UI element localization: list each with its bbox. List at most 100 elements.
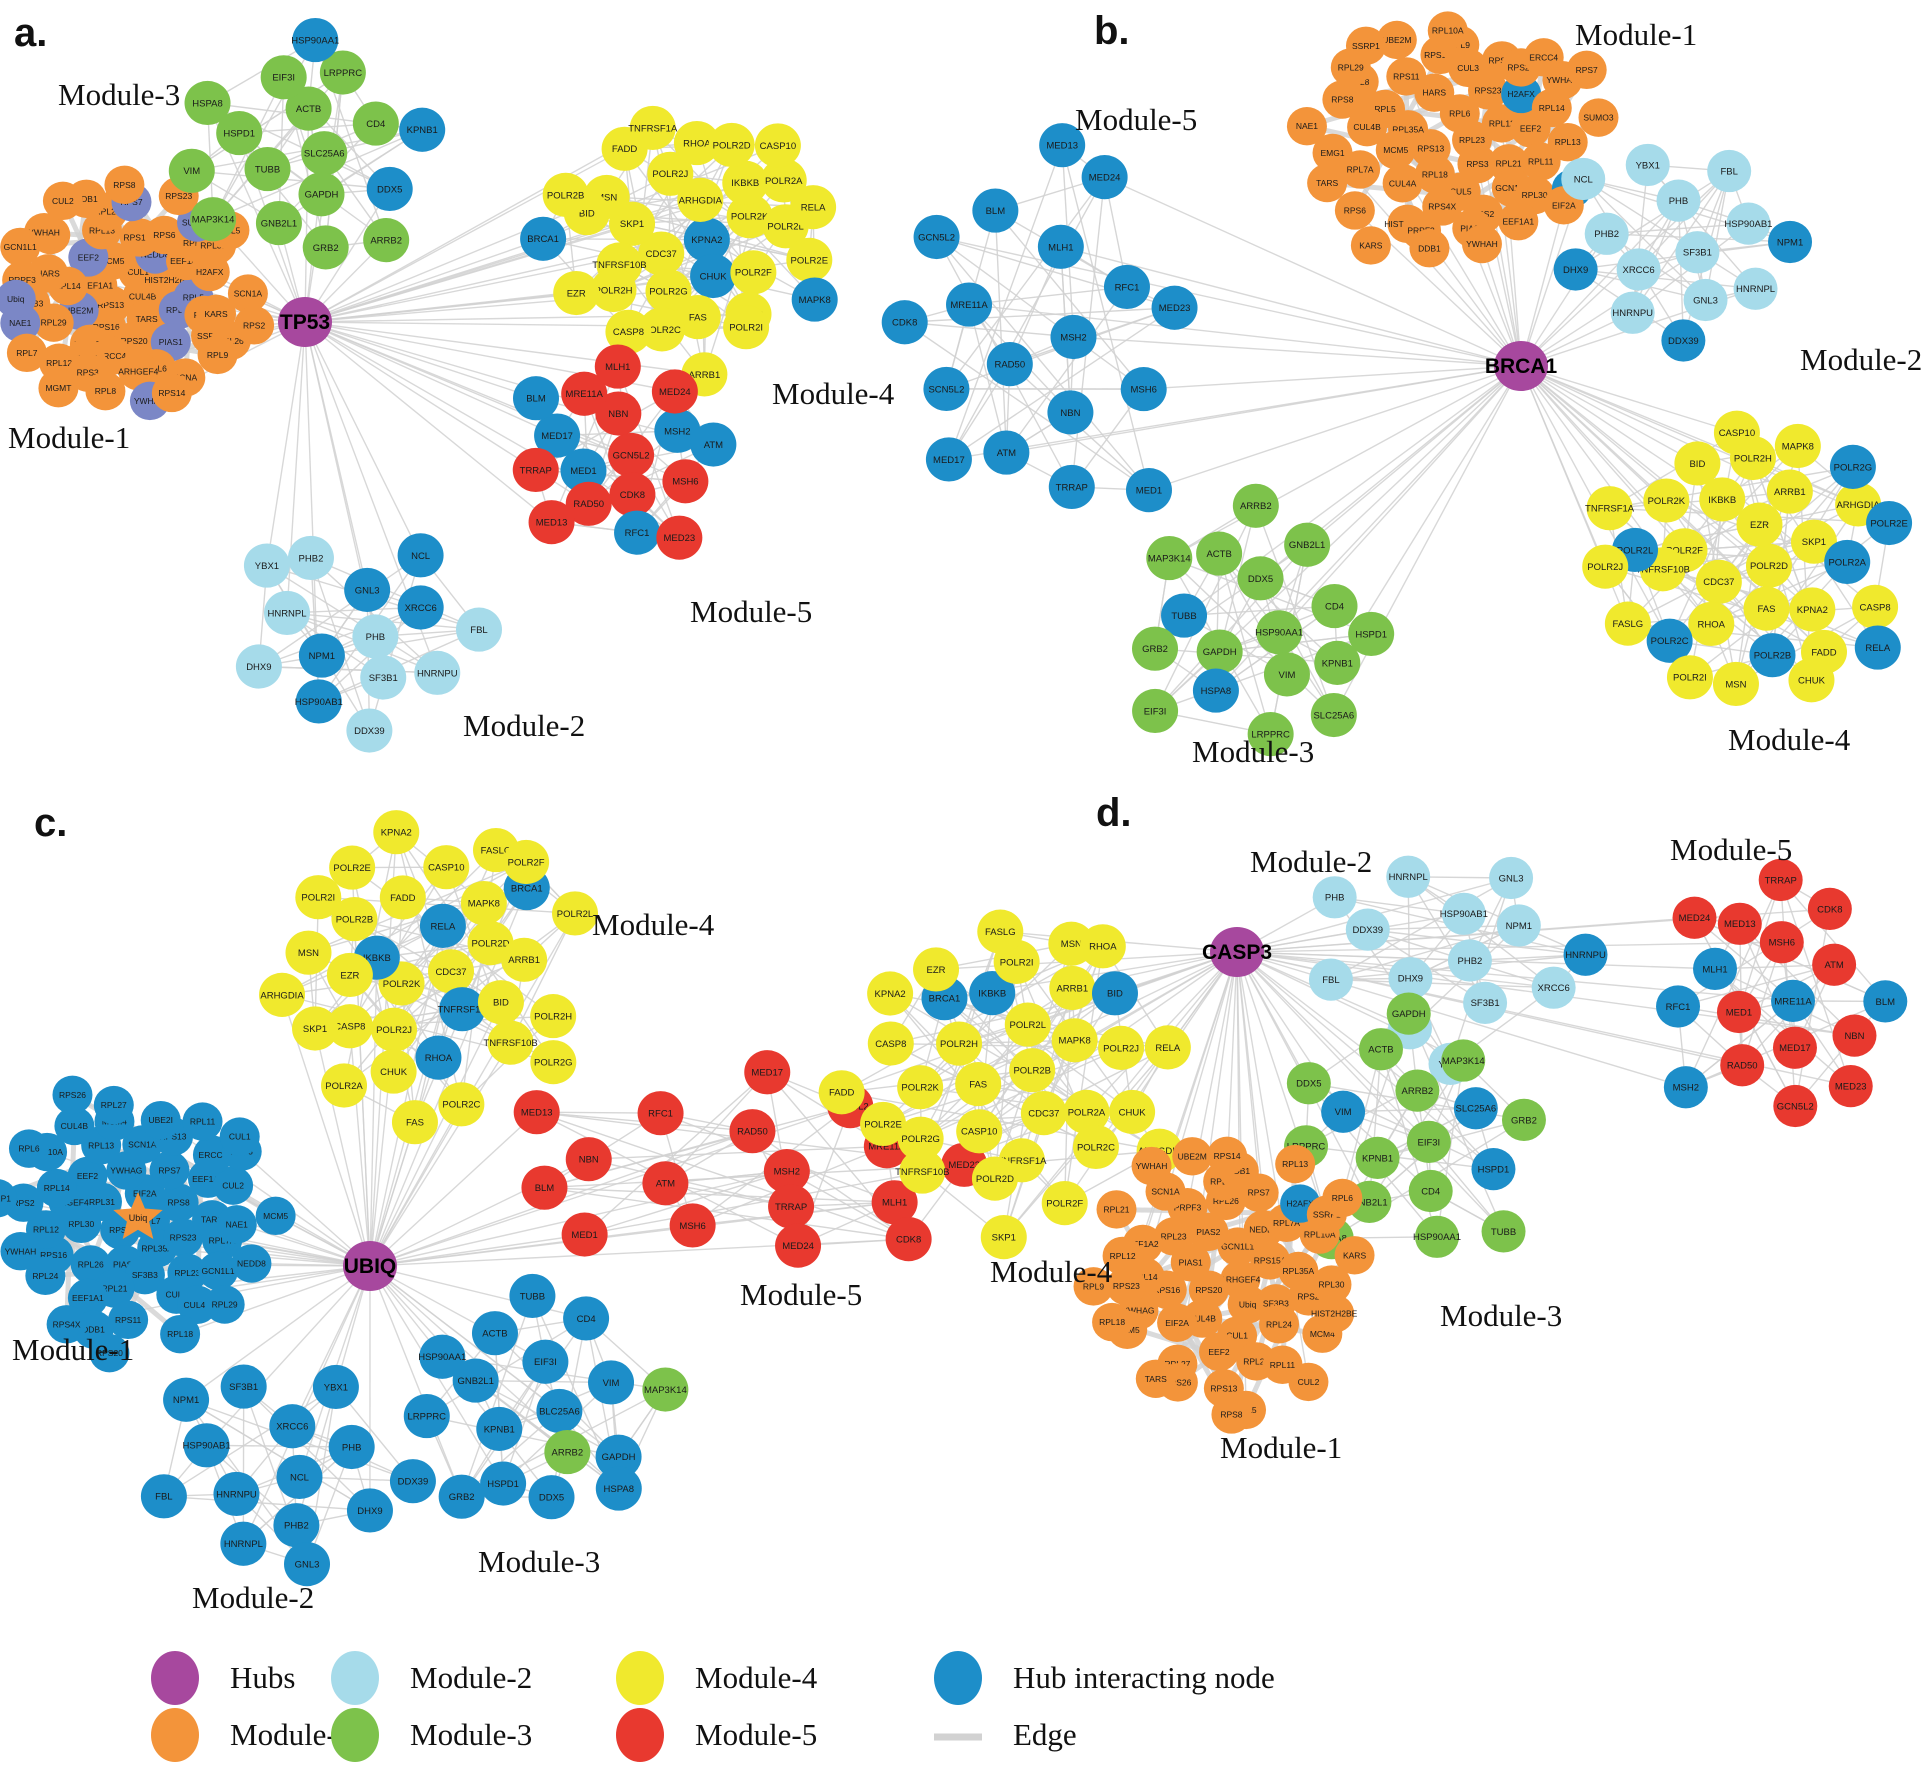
node-c-hnrnpu[interactable]: HNRNPU xyxy=(213,1471,260,1517)
node-d-rfc1[interactable]: RFC1 xyxy=(1656,985,1701,1028)
node-a-xrcc6[interactable]: XRCC6 xyxy=(397,585,444,630)
node-b-ercc4[interactable]: ERCC4 xyxy=(1523,38,1564,77)
node-c-rps11[interactable]: RPS11 xyxy=(108,1300,149,1340)
node-b-gcn5l2[interactable]: GCN5L2 xyxy=(913,214,960,260)
node-a-polr2f[interactable]: POLR2F xyxy=(730,250,777,295)
node-d-kpnb1[interactable]: KPNB1 xyxy=(1355,1136,1400,1179)
node-b-vim[interactable]: VIM xyxy=(1263,652,1310,697)
node-a-polr2i[interactable]: POLR2I xyxy=(723,305,770,350)
node-b-cul4a[interactable]: CUL4A xyxy=(1382,164,1423,203)
node-b-msh6[interactable]: MSH6 xyxy=(1120,367,1167,412)
node-d-ywhah[interactable]: YWHAH xyxy=(1131,1146,1172,1186)
node-a-hnrnpl[interactable]: HNRNPL xyxy=(264,590,311,636)
node-b-mapk8[interactable]: MAPK8 xyxy=(1774,423,1821,469)
node-a-vim[interactable]: VIM xyxy=(168,148,215,193)
node-c-arrb1[interactable]: ARRB1 xyxy=(501,937,548,982)
node-a-hnrnpu[interactable]: HNRNPU xyxy=(414,650,461,695)
node-c-blc25a6[interactable]: BLC25A6 xyxy=(536,1388,583,1434)
node-a-med24[interactable]: MED24 xyxy=(651,369,698,414)
node-c-fadd[interactable]: FADD xyxy=(379,875,426,920)
node-c-nedd8[interactable]: NEDD8 xyxy=(231,1244,272,1283)
node-d-rhoa[interactable]: RHOA xyxy=(1079,924,1126,969)
node-b-rps11[interactable]: RPS11 xyxy=(1386,57,1427,96)
node-d-mapk8[interactable]: MAPK8 xyxy=(1051,1018,1098,1063)
node-d-kpna2[interactable]: KPNA2 xyxy=(867,971,914,1016)
node-a-grb2[interactable]: GRB2 xyxy=(302,225,349,270)
node-a-ddx39[interactable]: DDX39 xyxy=(346,708,393,753)
node-b-phb2[interactable]: PHB2 xyxy=(1584,212,1629,255)
node-c-rpl29[interactable]: RPL29 xyxy=(204,1285,245,1324)
node-b-mlh1[interactable]: MLH1 xyxy=(1037,224,1084,269)
node-c-rpl11[interactable]: RPL11 xyxy=(182,1102,223,1141)
node-d-rpl9[interactable]: RPL9 xyxy=(1073,1267,1114,1306)
node-c-hnrnpl[interactable]: HNRNPL xyxy=(220,1521,267,1566)
node-d-vim[interactable]: VIM xyxy=(1321,1090,1366,1133)
node-d-xrcc6[interactable]: XRCC6 xyxy=(1531,966,1576,1009)
node-d-med17[interactable]: MED17 xyxy=(1772,1026,1817,1069)
node-d-med1[interactable]: MED1 xyxy=(1716,990,1761,1034)
node-a-rela[interactable]: RELA xyxy=(790,185,837,230)
node-c-rela[interactable]: RELA xyxy=(419,903,466,948)
node-b-ddx39[interactable]: DDX39 xyxy=(1661,319,1706,362)
node-c-rpl6[interactable]: RPL6 xyxy=(8,1129,49,1168)
node-a-blm[interactable]: BLM xyxy=(512,376,559,421)
node-c-polr2l[interactable]: POLR2L xyxy=(552,891,599,936)
node-d-polr2j[interactable]: POLR2J xyxy=(1098,1025,1145,1070)
node-b-casp10[interactable]: CASP10 xyxy=(1713,410,1760,455)
node-a-gnb2l1[interactable]: GNB2L1 xyxy=(255,200,302,246)
node-a-rpl8[interactable]: RPL8 xyxy=(85,371,126,411)
node-b-bid[interactable]: BID xyxy=(1674,441,1721,486)
node-b-ddb1[interactable]: DDB1 xyxy=(1409,229,1450,268)
node-c-cdc37[interactable]: CDC37 xyxy=(428,949,475,994)
node-d-rela[interactable]: RELA xyxy=(1144,1025,1191,1070)
node-c-dhx9[interactable]: DHX9 xyxy=(346,1488,393,1533)
node-c-kpnb1[interactable]: KPNB1 xyxy=(476,1406,523,1451)
node-b-gnl3[interactable]: GNL3 xyxy=(1683,278,1728,322)
node-b-atm[interactable]: ATM xyxy=(983,430,1030,475)
node-d-phb[interactable]: PHB xyxy=(1312,876,1357,919)
node-d-polr2h[interactable]: POLR2H xyxy=(936,1021,983,1066)
node-b-cdk8[interactable]: CDK8 xyxy=(881,300,928,345)
node-c-rpl27[interactable]: RPL27 xyxy=(93,1085,134,1125)
node-c-rhoa[interactable]: RHOA xyxy=(415,1035,462,1080)
node-b-med13[interactable]: MED13 xyxy=(1039,123,1086,168)
node-c-npm1[interactable]: NPM1 xyxy=(163,1377,210,1422)
node-c-cdk8[interactable]: CDK8 xyxy=(885,1217,932,1262)
node-d-cul2[interactable]: CUL2 xyxy=(1288,1362,1329,1402)
node-b-tars[interactable]: TARS xyxy=(1307,163,1348,203)
node-b-eef1a1[interactable]: EEF1A1 xyxy=(1498,202,1539,241)
node-d-med23[interactable]: MED23 xyxy=(1828,1065,1873,1108)
node-d-eif3i[interactable]: EIF3I xyxy=(1406,1120,1451,1163)
node-c-ddx39[interactable]: DDX39 xyxy=(389,1459,436,1504)
node-b-hspa8[interactable]: HSPA8 xyxy=(1192,668,1239,713)
node-a-trrap[interactable]: TRRAP xyxy=(512,447,559,493)
node-d-grb2[interactable]: GRB2 xyxy=(1501,1098,1546,1141)
node-c-ncl[interactable]: NCL xyxy=(276,1454,323,1500)
node-a-ddx5[interactable]: DDX5 xyxy=(366,166,413,212)
node-d-gapdh[interactable]: GAPDH xyxy=(1386,992,1431,1035)
node-d-med24[interactable]: MED24 xyxy=(1672,896,1717,939)
node-c-blm[interactable]: BLM xyxy=(521,1165,568,1210)
node-d-ddx5[interactable]: DDX5 xyxy=(1286,1062,1331,1105)
node-a-polr2b[interactable]: POLR2B xyxy=(542,172,589,217)
node-a-ncl[interactable]: NCL xyxy=(397,533,444,578)
node-b-rela[interactable]: RELA xyxy=(1854,625,1901,670)
node-b-rps7[interactable]: RPS7 xyxy=(1566,50,1607,90)
node-a-mapk8[interactable]: MAPK8 xyxy=(791,277,838,322)
node-d-skp1[interactable]: SKP1 xyxy=(980,1215,1027,1260)
node-b-mre11a[interactable]: MRE11A xyxy=(946,282,993,327)
node-d-polr2d[interactable]: POLR2D xyxy=(971,1156,1018,1201)
node-d-kars[interactable]: KARS xyxy=(1334,1236,1375,1275)
node-a-kpnb1[interactable]: KPNB1 xyxy=(399,107,446,152)
node-a-tubb[interactable]: TUBB xyxy=(244,146,291,192)
node-a-sf3b1[interactable]: SF3B1 xyxy=(360,655,407,700)
node-c-msh6[interactable]: MSH6 xyxy=(669,1203,716,1248)
node-a-rps14[interactable]: RPS14 xyxy=(151,373,192,413)
node-d-ube2m[interactable]: UBE2M xyxy=(1172,1137,1213,1176)
node-c-polr2f[interactable]: POLR2F xyxy=(503,839,550,885)
node-b-hnrnpl[interactable]: HNRNPL xyxy=(1733,267,1778,310)
node-a-polr2d[interactable]: POLR2D xyxy=(708,122,755,168)
node-c-map3k14[interactable]: MAP3K14 xyxy=(642,1367,689,1412)
node-a-gcn5l2[interactable]: GCN5L2 xyxy=(608,432,655,478)
node-b-fas[interactable]: FAS xyxy=(1743,586,1790,631)
